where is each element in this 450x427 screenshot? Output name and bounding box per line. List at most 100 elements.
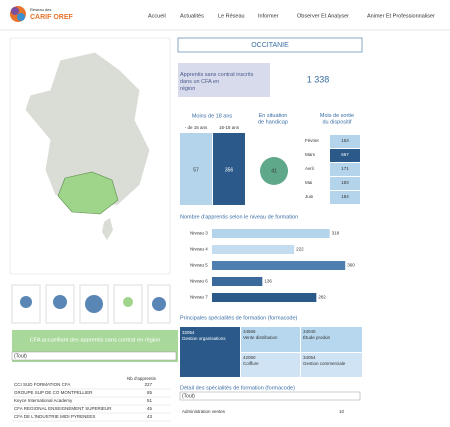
cell: Administration ventes — [182, 409, 226, 414]
map-occitanie — [57, 171, 119, 215]
cell: 51 — [147, 398, 153, 403]
level-bar — [212, 229, 330, 238]
treemap-cell — [301, 353, 362, 377]
map-overseas — [85, 295, 103, 313]
level-label: Niveau 7 — [190, 295, 208, 300]
month-value: 183 — [341, 180, 349, 185]
age-cell — [213, 133, 245, 205]
cell: 10 — [339, 409, 345, 414]
cell-label: Gestion organisations — [182, 336, 226, 341]
cell: CFA DE L'INDUSTRIE MIDI PYRENEES — [14, 414, 95, 419]
menu-item[interactable]: Accueil — [148, 13, 166, 19]
logo-text: CARIF OREF — [30, 14, 74, 21]
logo-icon — [17, 13, 25, 21]
cell-code: 32054 — [182, 330, 195, 335]
month-value: 163 — [341, 138, 349, 143]
age-value: 356 — [225, 167, 234, 173]
cell: 85 — [147, 390, 153, 395]
map-overseas — [11, 284, 41, 324]
level-label: Niveau 5 — [190, 263, 208, 268]
treemap-cell — [241, 327, 300, 352]
cell-code: 34040 — [303, 329, 316, 334]
cell: Keyce International Academy — [14, 398, 73, 403]
month-label: Mars — [305, 152, 316, 157]
section-title: Mois de sortie du dispositif — [320, 113, 354, 126]
treemap-cell — [241, 353, 300, 377]
level-bar — [212, 245, 295, 254]
age-value: 57 — [193, 167, 199, 173]
cell-label: Étude produit — [303, 334, 331, 340]
cell-code: 34566 — [243, 329, 256, 334]
level-bar — [212, 261, 346, 270]
section-title: En situation de handicap — [258, 113, 288, 126]
cell-label: Gestion commerciale — [303, 361, 346, 366]
navbar — [0, 0, 450, 30]
month-value: 184 — [341, 194, 349, 199]
logo-icon — [11, 7, 19, 15]
level-bar — [212, 293, 317, 302]
logo-text: Réseau des — [30, 7, 51, 12]
month-cell — [330, 163, 360, 176]
dropdown-value[interactable]: (Tout) — [14, 353, 27, 359]
handicap-value: 41 — [271, 168, 277, 174]
cell: CCI SUD FORMATION CFA — [14, 382, 70, 387]
kpi-label: Apprentis sans contrat inscrits dans un C… — [180, 72, 254, 92]
month-cell — [330, 149, 360, 162]
month-cell — [330, 135, 360, 148]
month-label: Février — [305, 138, 320, 143]
map-overseas — [123, 297, 133, 307]
region-header — [177, 37, 363, 53]
dropdown[interactable] — [179, 391, 361, 401]
kpi-box — [178, 63, 270, 97]
age-cell — [180, 133, 212, 205]
month-label: Avril — [305, 166, 314, 171]
month-cell — [330, 191, 360, 204]
treemap-cell — [180, 327, 240, 377]
map-corse — [102, 218, 113, 240]
map-overseas — [53, 295, 67, 309]
month-label: Mai — [305, 180, 312, 185]
month-cell — [330, 177, 360, 190]
age-label: - de 16 ans — [185, 125, 208, 130]
cell-code: 42050 — [243, 355, 256, 360]
dropdown[interactable] — [11, 351, 177, 361]
month-value: 667 — [341, 152, 349, 157]
menu-item[interactable]: Actualités — [180, 13, 204, 19]
level-value: 136 — [264, 279, 272, 284]
table-header: Nb d'apprentis — [127, 376, 157, 381]
cell-code: 34054 — [303, 355, 316, 360]
level-label: Niveau 4 — [190, 247, 208, 252]
level-label: Niveau 3 — [190, 231, 208, 236]
section-title: Principales spécialités de formation (fo… — [180, 315, 298, 321]
cell: 227 — [144, 382, 152, 387]
treemap-cell — [301, 327, 362, 352]
menu-item[interactable]: Le Réseau — [218, 13, 245, 19]
dropdown-value[interactable]: (Tout) — [182, 393, 195, 399]
cell: GROUPE SUP DE CO MONTPELLIER — [14, 390, 93, 395]
kpi-value: 1 338 — [307, 74, 330, 84]
handicap-mark — [260, 157, 288, 185]
age-label: 16-18 ans — [219, 125, 240, 130]
cell: CFA REGIONAL ENSEIGNEMENT SUPERIEUR — [14, 406, 112, 411]
level-value: 318 — [332, 231, 340, 236]
map-overseas — [152, 297, 166, 311]
menu-item[interactable]: Observer Et Analyser — [297, 13, 349, 19]
cell: 45 — [147, 406, 153, 411]
cell: 43 — [147, 414, 153, 419]
section-title: Nombre d'apprentis selon le niveau de fo… — [180, 214, 298, 220]
menu-item[interactable]: Informer — [258, 13, 279, 19]
level-label: Niveau 6 — [190, 279, 208, 284]
panel-title: CFA accueillant des apprentis sans contr… — [30, 337, 161, 343]
level-bar — [212, 277, 263, 286]
section-title: Détail des spécialités de formation (for… — [180, 385, 295, 391]
month-value: 171 — [341, 166, 349, 171]
map-overseas — [20, 296, 32, 308]
level-value: 222 — [296, 247, 304, 252]
region-title: OCCITANIE — [251, 42, 289, 49]
section-title: Moins de 18 ans — [192, 113, 233, 119]
menu-item[interactable]: Animer Et Professionnaliser — [367, 13, 435, 19]
month-label: Juin — [305, 194, 314, 199]
level-value: 360 — [347, 263, 355, 268]
